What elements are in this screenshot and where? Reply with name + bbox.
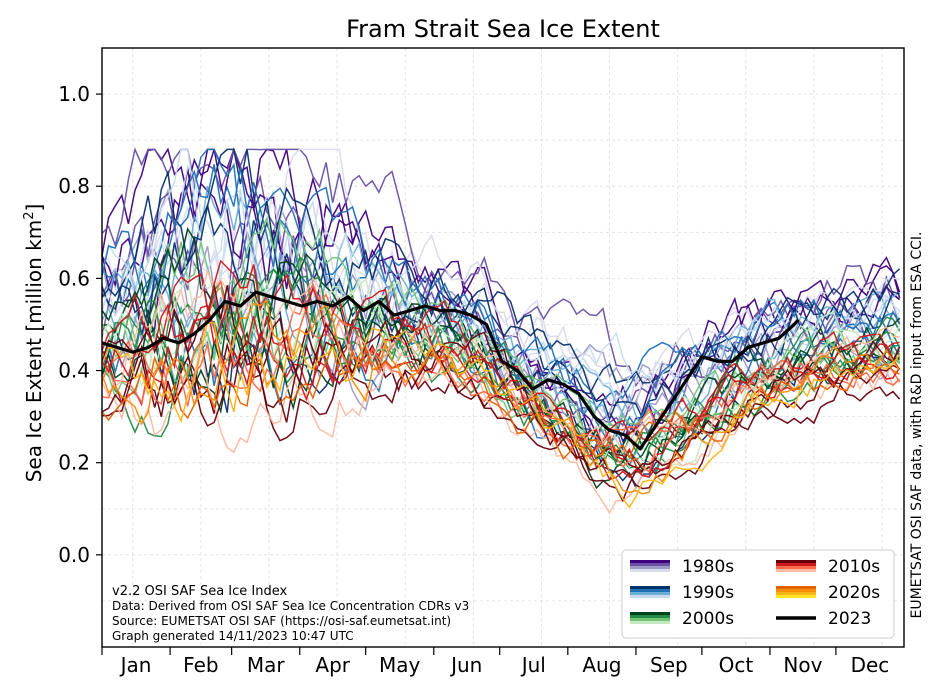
legend-swatch <box>776 592 816 595</box>
series-2010s-line <box>101 279 901 462</box>
x-tick-label: Aug <box>582 653 621 677</box>
note-source: Source: EUMETSAT OSI SAF (https://osi-sa… <box>112 614 451 628</box>
legend-swatch <box>776 566 816 569</box>
legend-swatch <box>630 566 670 569</box>
x-tick-label: Jan <box>119 653 152 677</box>
legend-label: 2010s <box>828 557 880 577</box>
legend-swatch <box>630 618 670 621</box>
legend-label: 2000s <box>682 609 734 629</box>
x-tick-label: Sep <box>650 653 688 677</box>
plot-frame <box>101 47 905 648</box>
series-1980s-line <box>101 190 901 421</box>
y-tick-label: 0.4 <box>58 359 90 383</box>
note-version: v2.2 OSI SAF Sea Ice Index <box>112 584 288 599</box>
series-2020s-line <box>101 321 901 509</box>
series-2010s-line <box>101 327 900 490</box>
legend-swatch <box>630 569 670 572</box>
legend-label: 1990s <box>682 583 734 603</box>
series-2023-line <box>101 290 800 451</box>
legend-label: 2020s <box>828 583 880 603</box>
note-data: Data: Derived from OSI SAF Sea Ice Conce… <box>112 599 469 613</box>
series-2010s-line <box>101 344 901 515</box>
legend-swatch <box>630 592 670 595</box>
legend-swatch <box>776 569 816 572</box>
x-tick-label: Nov <box>783 653 822 677</box>
legend-swatch <box>630 563 670 566</box>
legend-entry-1990s: 1990s <box>630 583 734 603</box>
series-2010s-line <box>101 341 901 475</box>
legend: 1980s 1990s 2000s 2010s 2020s 2023 <box>621 549 895 639</box>
legend-swatch <box>630 612 670 615</box>
x-tick-label: Oct <box>719 653 754 677</box>
legend-swatch <box>630 595 670 598</box>
x-tick-label: Feb <box>183 653 218 677</box>
legend-swatch <box>630 621 670 624</box>
side-credit: EUMETSAT OSI SAF data, with R&D input fr… <box>909 231 925 618</box>
legend-label: 1980s <box>682 557 734 577</box>
y-tick-label: 0.6 <box>58 266 90 290</box>
y-axis: 0.0 0.2 0.4 0.6 0.8 1.0 <box>58 82 102 567</box>
series-1990s-line <box>101 148 900 422</box>
legend-entry-1980s: 1980s <box>630 557 734 577</box>
x-tick-label: May <box>379 653 421 677</box>
legend-swatch <box>776 595 816 598</box>
note-generated: Graph generated 14/11/2023 10:47 UTC <box>112 629 354 643</box>
x-tick-label: Jul <box>520 653 546 677</box>
legend-swatch <box>630 615 670 618</box>
notes-block: v2.2 OSI SAF Sea Ice Index Data: Derived… <box>112 584 469 643</box>
y-axis-label: Sea Ice Extent [million km2] <box>22 204 46 483</box>
legend-swatch <box>776 563 816 566</box>
legend-entry-2020s: 2020s <box>776 583 880 603</box>
series-1990s-line <box>101 148 901 402</box>
x-tick-label: Dec <box>851 653 890 677</box>
series-1980s-line <box>101 174 901 427</box>
series-1990s-line <box>101 169 901 395</box>
series-2023-group <box>101 290 800 451</box>
x-tick-label: Apr <box>315 653 350 677</box>
legend-entry-2000s: 2000s <box>630 609 734 629</box>
y-tick-label: 0.0 <box>58 543 90 567</box>
legend-entry-2023: 2023 <box>776 609 871 629</box>
y-tick-label: 0.2 <box>58 451 90 475</box>
series-2000s-line <box>101 267 901 467</box>
series-2000s-line <box>101 256 901 477</box>
series-2020s-line <box>101 299 901 495</box>
legend-swatch <box>776 589 816 592</box>
x-axis: Jan Feb Mar Apr May Jun Jul Aug Sep Oct Nov Dec <box>101 647 890 677</box>
legend-swatch <box>630 586 670 589</box>
legend-box <box>621 549 895 639</box>
legend-swatch <box>630 589 670 592</box>
series-2010s-line <box>101 305 901 474</box>
series-2010s-line <box>101 259 901 481</box>
x-tick-label: Jun <box>449 653 482 677</box>
legend-label: 2023 <box>828 609 871 629</box>
y-tick-label: 0.8 <box>58 174 90 198</box>
legend-swatch <box>630 560 670 563</box>
legend-swatch <box>776 586 816 589</box>
series-2000s-line <box>101 274 900 490</box>
x-tick-label: Mar <box>247 653 286 677</box>
legend-entry-2010s: 2010s <box>776 557 880 577</box>
series-lines <box>101 146 901 515</box>
y-tick-label: 1.0 <box>58 82 90 106</box>
legend-swatch <box>776 560 816 563</box>
chart-title: Fram Strait Sea Ice Extent <box>346 15 660 43</box>
series-2020s-line <box>101 343 900 461</box>
